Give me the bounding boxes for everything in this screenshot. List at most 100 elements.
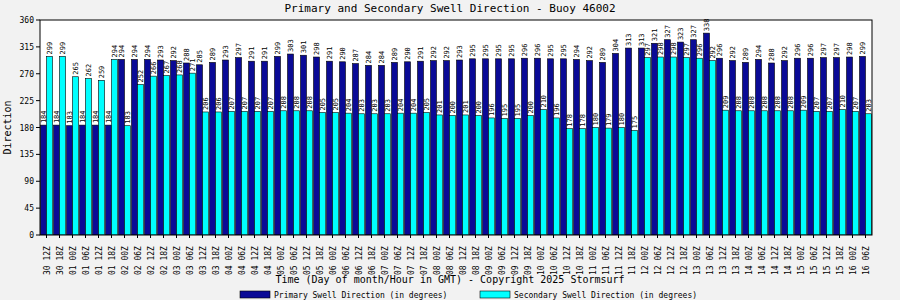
data-label: 298	[670, 42, 678, 55]
bar	[528, 116, 534, 235]
x-tick-label: 09 00Z	[485, 246, 494, 275]
data-label: 295	[469, 44, 477, 57]
x-tick-label: 08 06Z	[446, 246, 455, 275]
bar	[866, 114, 872, 235]
x-tick-label: 15 00Z	[797, 246, 806, 275]
x-tick-label: 05 00Z	[277, 246, 286, 275]
bar	[554, 118, 560, 235]
data-label: 201	[462, 100, 470, 113]
bar	[346, 113, 352, 235]
bar	[67, 126, 73, 235]
data-label: 207	[852, 97, 860, 110]
bar	[359, 114, 365, 235]
x-tick-label: 09 12Z	[511, 246, 520, 275]
x-tick-label: 14 18Z	[784, 246, 793, 275]
x-tick-label: 03 06Z	[186, 246, 195, 275]
bar	[392, 62, 398, 235]
data-label: 209	[722, 96, 730, 109]
data-label: 175	[631, 116, 639, 129]
x-tick	[553, 235, 554, 238]
bar	[411, 113, 417, 235]
x-tick	[241, 235, 242, 238]
data-label: 294	[573, 45, 581, 58]
bar	[281, 111, 287, 235]
x-tick-label: 12 18Z	[680, 246, 689, 275]
bar	[652, 43, 658, 235]
bar	[723, 110, 729, 235]
data-label: 196	[488, 103, 496, 116]
x-axis-label: Time (Day of month/Hour in GMT) - Copyri…	[275, 274, 624, 285]
data-label: 327	[690, 25, 698, 38]
bar	[743, 62, 749, 235]
x-tick-label: 01 06Z	[82, 246, 91, 275]
data-label: 184	[79, 110, 87, 123]
x-tick-label: 15 18Z	[836, 246, 845, 275]
data-label: 183	[66, 111, 74, 124]
x-tick-label: 05 18Z	[316, 246, 325, 275]
x-tick	[85, 235, 86, 238]
bar	[704, 33, 710, 235]
x-tick-label: 08 12Z	[459, 246, 468, 275]
x-tick-label: 11 06Z	[602, 246, 611, 275]
title: Primary and Secondary Swell Direction - …	[284, 2, 615, 15]
bar	[41, 125, 47, 235]
x-tick	[98, 235, 99, 238]
x-tick-label: 15 06Z	[810, 246, 819, 275]
data-label: 210	[839, 95, 847, 108]
plot-area	[40, 20, 872, 235]
data-label: 210	[540, 95, 548, 108]
x-tick-label: 14 00Z	[745, 246, 754, 275]
data-label: 297	[644, 43, 652, 56]
data-label: 209	[800, 96, 808, 109]
x-tick-label: 02 12Z	[147, 246, 156, 275]
x-tick	[592, 235, 593, 238]
bar	[249, 61, 255, 235]
data-label: 297	[820, 43, 828, 56]
legend-label: Primary Swell Direction (in degrees)	[274, 291, 447, 300]
x-tick-label: 10 18Z	[576, 246, 585, 275]
x-tick	[709, 235, 710, 238]
bar	[502, 119, 508, 235]
bar	[203, 112, 209, 235]
x-tick-label: 16 00Z	[849, 246, 858, 275]
data-label: 208	[774, 96, 782, 109]
bar	[808, 58, 814, 235]
bar	[294, 111, 300, 235]
bar	[86, 79, 92, 235]
data-label: 201	[436, 100, 444, 113]
bar	[470, 59, 476, 235]
x-tick	[787, 235, 788, 238]
x-tick	[501, 235, 502, 238]
bar	[691, 40, 697, 235]
data-label: 207	[813, 97, 821, 110]
data-label: 208	[293, 96, 301, 109]
data-label: 268	[176, 60, 184, 73]
x-tick	[826, 235, 827, 238]
bar	[814, 111, 820, 235]
bar	[645, 58, 651, 235]
x-tick	[579, 235, 580, 238]
data-label: 292	[443, 46, 451, 59]
bar	[314, 57, 320, 235]
bar	[697, 58, 703, 235]
x-tick-label: 13 18Z	[732, 246, 741, 275]
data-label: 290	[404, 47, 412, 60]
x-tick-label: 05 06Z	[290, 246, 299, 275]
chart: Primary and Secondary Swell Direction - …	[0, 0, 900, 300]
x-tick	[475, 235, 476, 238]
bar	[255, 111, 261, 235]
bar	[730, 61, 736, 235]
x-tick	[189, 235, 190, 238]
data-label: 262	[85, 64, 93, 77]
bar	[756, 59, 762, 235]
bar	[496, 59, 502, 235]
x-tick-label: 06 00Z	[329, 246, 338, 275]
y-tick	[36, 100, 40, 101]
data-label: 267	[163, 61, 171, 74]
x-tick-label: 12 06Z	[654, 246, 663, 275]
data-label: 180	[592, 113, 600, 126]
data-label: 208	[735, 96, 743, 109]
legend-label: Secondary Swell Direction (in degrees)	[514, 291, 697, 300]
y-tick-label: 360	[20, 16, 35, 25]
bar	[801, 110, 807, 235]
